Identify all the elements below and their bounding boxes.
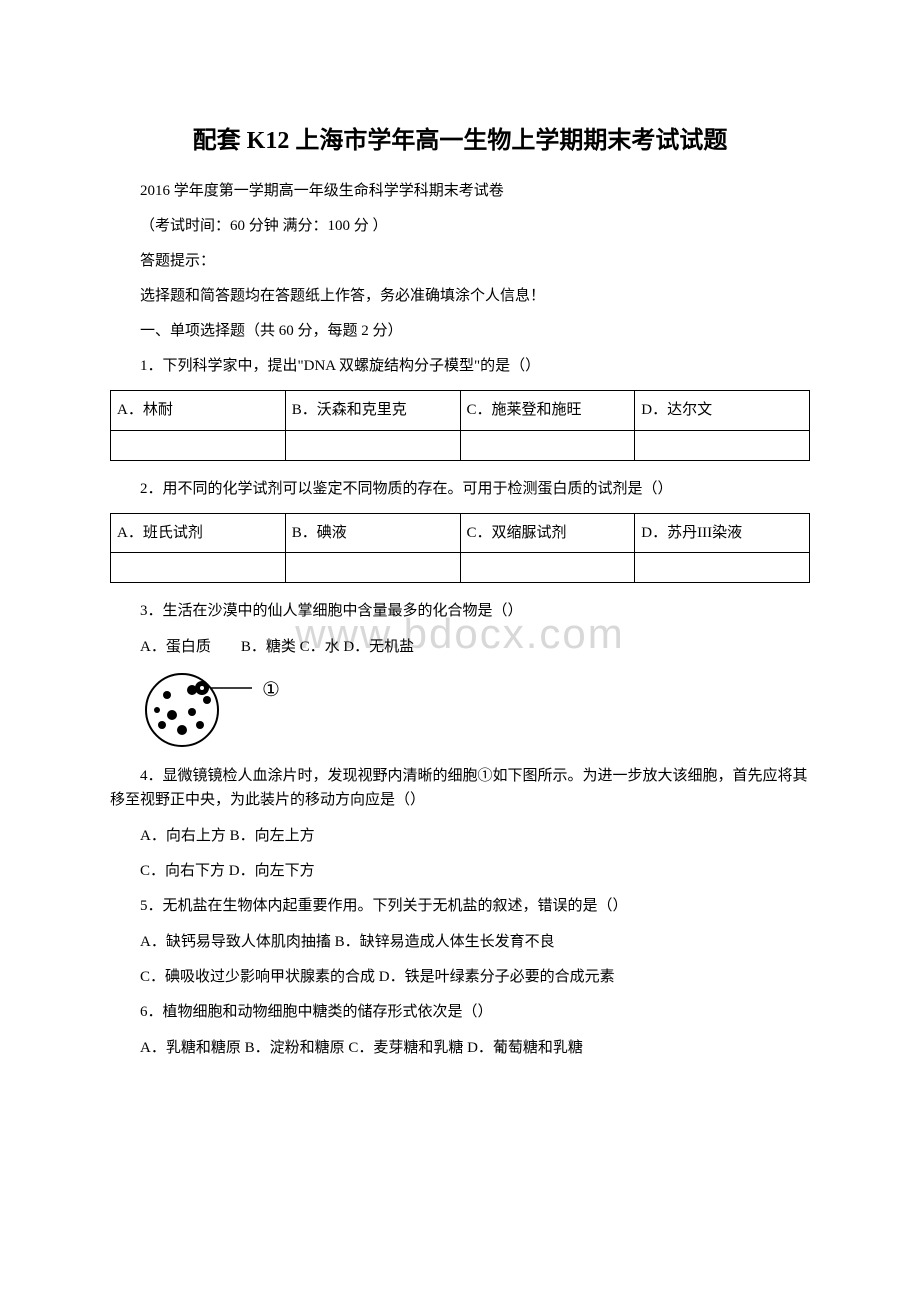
q6-options: A．乳糖和糖原 B．淀粉和糖原 C．麦芽糖和乳糖 D．葡萄糖和乳糖 [110,1036,810,1057]
q1-text: 1．下列科学家中，提出"DNA 双螺旋结构分子模型"的是（） [110,354,810,378]
q2-opt-a: A．班氏试剂 [111,513,286,553]
empty-cell [460,553,635,583]
q1-opt-a: A．林耐 [111,391,286,431]
q1-opt-d: D．达尔文 [635,391,810,431]
empty-cell [460,430,635,460]
q1-options-table: A．林耐 B．沃森和克里克 C．施莱登和施旺 D．达尔文 [110,390,810,461]
page-title: 配套 K12 上海市学年高一生物上学期期末考试试题 [110,120,810,155]
q5-options-line1: A．缺钙易导致人体肌肉抽搐 B．缺锌易造成人体生长发育不良 [110,930,810,951]
q4-text: 4．显微镜镜检人血涂片时，发现视野内清晰的细胞①如下图所示。为进一步放大该细胞，… [110,764,810,812]
answer-hint-label: 答题提示： [110,249,810,270]
q3-text: 3．生活在沙漠中的仙人掌细胞中含量最多的化合物是（） [110,599,810,623]
microscope-figure: ① [142,670,810,750]
q2-opt-b: B．碘液 [285,513,460,553]
empty-cell [285,553,460,583]
empty-cell [635,430,810,460]
q4-options-line2: C．向右下方 D．向左下方 [110,859,810,880]
q2-opt-d: D．苏丹III染液 [635,513,810,553]
q1-opt-b: B．沃森和克里克 [285,391,460,431]
section1-label: 一、单项选择题（共 60 分，每题 2 分） [110,319,810,340]
empty-cell [111,553,286,583]
microscope-svg: ① [142,670,312,750]
q2-options-table: A．班氏试剂 B．碘液 C．双缩脲试剂 D．苏丹III染液 [110,513,810,584]
q2-text: 2．用不同的化学试剂可以鉴定不同物质的存在。可用于检测蛋白质的试剂是（） [110,477,810,501]
empty-cell [111,430,286,460]
exam-info: （考试时间：60 分钟 满分：100 分 ） [110,214,810,235]
q2-opt-c: C．双缩脲试剂 [460,513,635,553]
q5-options-line2: C．碘吸收过少影响甲状腺素的合成 D．铁是叶绿素分子必要的合成元素 [110,965,810,986]
q3-options: A．蛋白质 B．糖类 C．水 D．无机盐 [110,635,810,656]
q6-text: 6．植物细胞和动物细胞中糖类的储存形式依次是（） [110,1000,810,1024]
answer-hint-text: 选择题和简答题均在答题纸上作答，务必准确填涂个人信息！ [110,284,810,305]
q5-text: 5．无机盐在生物体内起重要作用。下列关于无机盐的叙述，错误的是（） [110,894,810,918]
q4-options-line1: A．向右上方 B．向左上方 [110,824,810,845]
svg-text:①: ① [262,679,280,701]
subtitle: 2016 学年度第一学期高一年级生命科学学科期末考试卷 [110,179,810,200]
empty-cell [635,553,810,583]
empty-cell [285,430,460,460]
q1-opt-c: C．施莱登和施旺 [460,391,635,431]
